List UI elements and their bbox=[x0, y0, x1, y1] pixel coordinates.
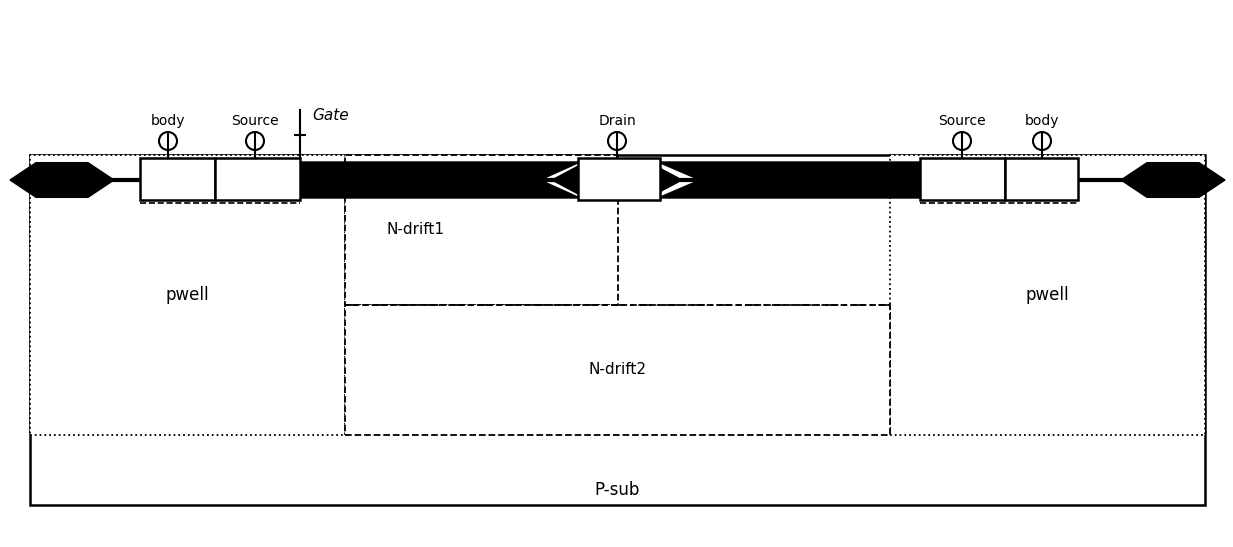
Bar bbox=[141, 158, 215, 200]
Text: N+: N+ bbox=[953, 172, 973, 185]
Bar bbox=[890, 155, 1205, 435]
Bar bbox=[30, 155, 1205, 505]
Text: P+: P+ bbox=[169, 172, 186, 185]
Text: pwell: pwell bbox=[165, 286, 210, 304]
Text: Source: Source bbox=[232, 114, 279, 128]
Text: body: body bbox=[1025, 114, 1059, 128]
Text: N-drift2: N-drift2 bbox=[588, 363, 646, 377]
Polygon shape bbox=[1121, 162, 1226, 197]
Text: P+: P+ bbox=[1032, 172, 1051, 185]
Text: P-sub: P-sub bbox=[594, 481, 640, 499]
Polygon shape bbox=[10, 162, 113, 197]
Text: Gate: Gate bbox=[312, 108, 349, 123]
Polygon shape bbox=[552, 162, 682, 197]
Bar bbox=[578, 158, 660, 200]
Bar bbox=[1005, 158, 1078, 200]
Text: Drain: Drain bbox=[598, 114, 636, 128]
Bar bbox=[215, 158, 300, 200]
Text: Source: Source bbox=[938, 114, 986, 128]
Text: N+: N+ bbox=[609, 172, 629, 185]
Bar bbox=[345, 155, 618, 305]
Text: N+: N+ bbox=[248, 172, 268, 185]
Text: pwell: pwell bbox=[1026, 286, 1069, 304]
Text: N-drift1: N-drift1 bbox=[386, 223, 444, 237]
Text: body: body bbox=[150, 114, 185, 128]
Bar bbox=[920, 158, 1005, 200]
Bar bbox=[345, 305, 890, 435]
Bar bbox=[30, 155, 345, 435]
Polygon shape bbox=[658, 162, 920, 198]
Polygon shape bbox=[300, 162, 580, 198]
